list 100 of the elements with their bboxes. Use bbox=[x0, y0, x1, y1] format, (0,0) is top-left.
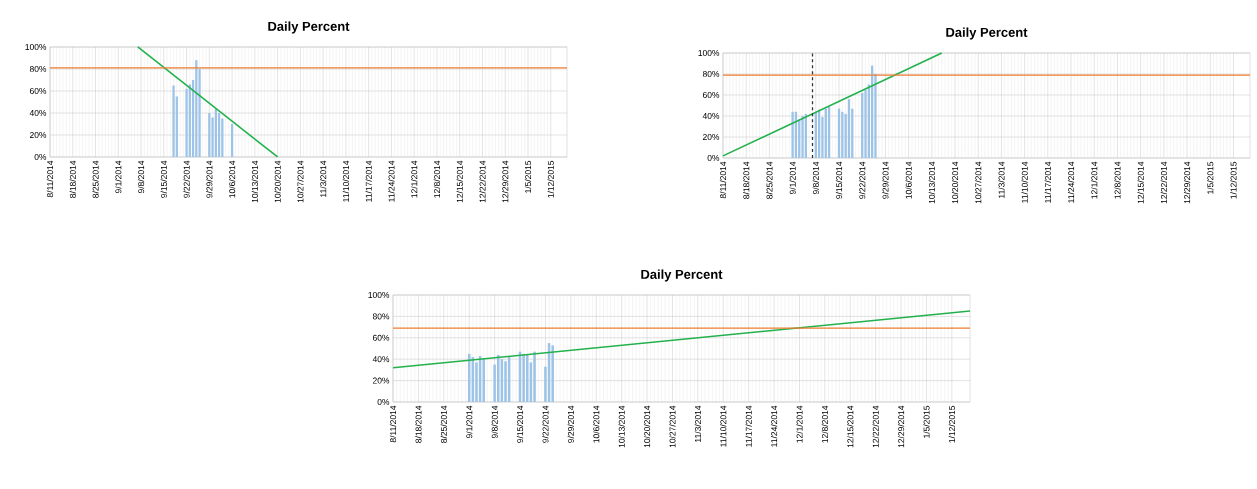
x-tick-label: 10/13/2014 bbox=[251, 160, 258, 203]
x-tick-label: 1/12/2015 bbox=[547, 160, 554, 198]
x-tick-label: 10/6/2014 bbox=[593, 405, 600, 443]
x-tick-label: 1/12/2015 bbox=[1230, 161, 1237, 199]
bar bbox=[526, 354, 529, 402]
bar bbox=[533, 351, 536, 402]
x-tick-label: 10/20/2014 bbox=[274, 160, 281, 203]
x-tick-label: 8/11/2014 bbox=[389, 405, 397, 443]
y-tick-label: 40% bbox=[29, 110, 47, 116]
x-tick-label: 12/8/2014 bbox=[433, 160, 441, 198]
x-tick-label: 8/18/2014 bbox=[415, 405, 422, 443]
y-tick-label: 0% bbox=[34, 154, 47, 160]
bar bbox=[522, 353, 525, 402]
x-tick-label: 11/3/2014 bbox=[320, 160, 327, 197]
y-tick-label: 60% bbox=[702, 92, 720, 98]
y-tick-label: 80% bbox=[702, 71, 720, 77]
x-tick-label: 9/1/2014 bbox=[789, 161, 796, 195]
y-tick-label: 0% bbox=[707, 155, 720, 161]
x-tick-label: 9/29/2014 bbox=[882, 161, 889, 199]
bar bbox=[172, 85, 175, 157]
y-tick-label: 100% bbox=[368, 292, 390, 298]
x-tick-label: 1/12/2015 bbox=[948, 405, 955, 443]
y-tick-label: 80% bbox=[372, 313, 390, 320]
x-tick-label: 10/6/2014 bbox=[905, 161, 912, 199]
x-tick-label: 10/6/2014 bbox=[228, 160, 236, 198]
y-tick-label: 0% bbox=[377, 399, 390, 405]
bar bbox=[504, 361, 507, 402]
x-tick-label: 9/8/2014 bbox=[137, 160, 145, 194]
x-tick-label: 10/20/2014 bbox=[643, 405, 651, 448]
y-tick-label: 20% bbox=[29, 132, 47, 138]
chart-title: Daily Percent bbox=[268, 21, 350, 34]
x-tick-label: 12/15/2014 bbox=[847, 405, 854, 448]
x-tick-label: 12/1/2014 bbox=[1091, 161, 1098, 199]
x-tick-label: 10/13/2014 bbox=[618, 405, 625, 448]
y-tick-label: 20% bbox=[372, 377, 390, 384]
bar bbox=[185, 88, 188, 157]
x-tick-label: 12/22/2014 bbox=[479, 160, 486, 203]
x-tick-label: 10/27/2014 bbox=[297, 160, 304, 203]
x-tick-label: 11/3/2014 bbox=[998, 161, 1005, 198]
y-tick-label: 100% bbox=[698, 50, 720, 56]
x-tick-label: 11/17/2014 bbox=[365, 160, 372, 202]
x-tick-label: 9/29/2014 bbox=[567, 405, 574, 443]
x-tick-label: 11/17/2014 bbox=[1044, 161, 1051, 203]
x-tick-label: 12/29/2014 bbox=[502, 160, 509, 203]
x-tick-label: 10/27/2014 bbox=[975, 161, 982, 204]
x-tick-label: 8/25/2014 bbox=[440, 405, 447, 443]
x-tick-label: 8/18/2014 bbox=[69, 160, 76, 198]
bar bbox=[482, 358, 485, 402]
x-tick-label: 10/27/2014 bbox=[669, 405, 676, 448]
x-tick-label: 9/15/2014 bbox=[516, 405, 524, 443]
x-tick-label: 9/29/2014 bbox=[206, 160, 213, 198]
y-tick-label: 40% bbox=[372, 356, 390, 363]
x-tick-label: 12/8/2014 bbox=[821, 405, 828, 443]
y-tick-label: 100% bbox=[25, 44, 47, 50]
x-tick-label: 12/1/2014 bbox=[796, 405, 803, 443]
x-tick-label: 12/22/2014 bbox=[872, 405, 879, 448]
x-tick-label: 12/29/2014 bbox=[897, 405, 905, 448]
x-tick-label: 8/18/2014 bbox=[743, 161, 750, 199]
x-tick-label: 11/10/2014 bbox=[342, 160, 349, 202]
x-tick-label: 11/10/2014 bbox=[1021, 161, 1028, 203]
x-tick-label: 9/15/2014 bbox=[160, 160, 167, 198]
chart-title: Daily Percent bbox=[946, 27, 1028, 40]
x-tick-label: 9/1/2014 bbox=[115, 160, 122, 194]
bar bbox=[791, 111, 794, 158]
y-tick-label: 60% bbox=[29, 88, 47, 94]
x-tick-label: 12/8/2014 bbox=[1114, 161, 1121, 199]
x-tick-label: 10/13/2014 bbox=[928, 161, 935, 204]
x-tick-label: 1/5/2015 bbox=[1207, 161, 1214, 194]
x-tick-label: 1/5/2015 bbox=[923, 405, 930, 438]
bar bbox=[551, 345, 554, 402]
y-tick-label: 40% bbox=[702, 113, 720, 119]
y-tick-label: 60% bbox=[372, 334, 390, 341]
chart-title: Daily Percent bbox=[641, 269, 723, 282]
x-tick-label: 8/25/2014 bbox=[92, 160, 99, 198]
x-tick-label: 12/29/2014 bbox=[1183, 161, 1191, 204]
x-tick-label: 9/1/2014 bbox=[466, 405, 473, 439]
x-tick-label: 11/17/2014 bbox=[745, 405, 752, 447]
x-tick-label: 9/8/2014 bbox=[491, 405, 498, 439]
y-tick-label: 80% bbox=[29, 66, 47, 72]
x-tick-label: 9/22/2014 bbox=[542, 405, 549, 443]
x-tick-label: 12/22/2014 bbox=[1160, 161, 1167, 204]
x-tick-label: 11/24/2014 bbox=[770, 405, 778, 447]
x-tick-label: 9/22/2014 bbox=[859, 161, 866, 199]
x-tick-label: 11/3/2014 bbox=[694, 405, 701, 442]
x-tick-label: 8/25/2014 bbox=[766, 161, 773, 199]
x-tick-label: 1/5/2015 bbox=[524, 160, 532, 193]
x-tick-label: 11/24/2014 bbox=[1067, 161, 1075, 203]
x-tick-label: 9/22/2014 bbox=[183, 160, 190, 198]
x-tick-label: 8/11/2014 bbox=[46, 160, 54, 198]
x-tick-label: 11/24/2014 bbox=[388, 160, 395, 202]
x-tick-label: 12/15/2014 bbox=[1137, 161, 1144, 204]
x-tick-label: 11/10/2014 bbox=[720, 405, 727, 447]
x-tick-label: 9/15/2014 bbox=[835, 161, 843, 199]
x-tick-label: 12/15/2014 bbox=[456, 160, 463, 203]
y-tick-label: 20% bbox=[702, 134, 720, 140]
x-tick-label: 8/11/2014 bbox=[719, 161, 727, 199]
bar bbox=[496, 354, 500, 402]
x-tick-label: 10/20/2014 bbox=[951, 161, 959, 204]
x-tick-label: 12/1/2014 bbox=[411, 160, 418, 198]
x-tick-label: 9/8/2014 bbox=[812, 161, 819, 195]
